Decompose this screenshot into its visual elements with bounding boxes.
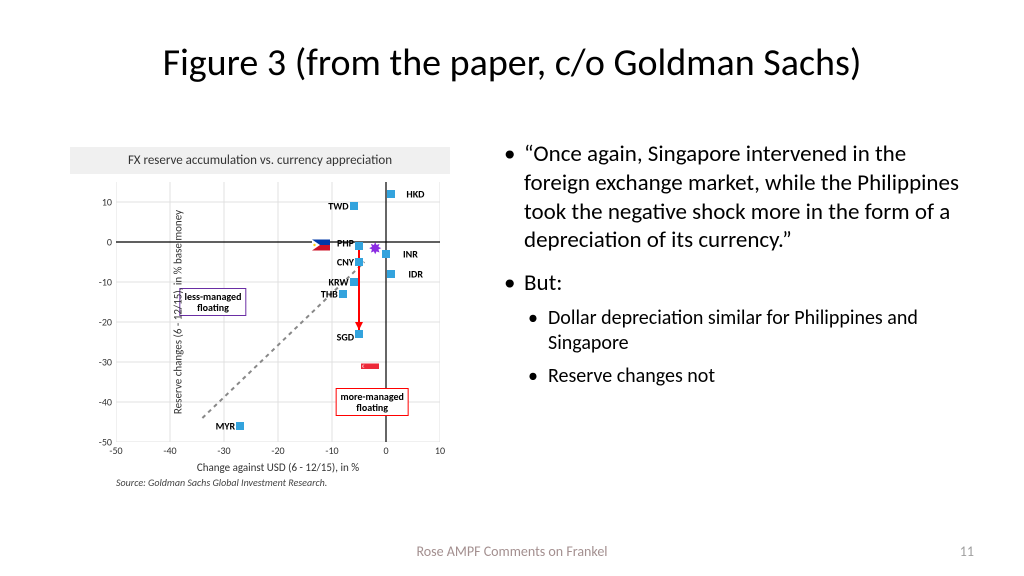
flag-philippines-icon <box>312 237 330 256</box>
flag-singapore-icon <box>361 361 379 380</box>
x-tick-label: -30 <box>217 444 230 457</box>
y-tick-label: 10 <box>102 196 112 209</box>
x-tick-label: -20 <box>271 444 284 457</box>
bullet-item: But: Dollar depreciation similar for Phil… <box>500 269 974 389</box>
y-axis-label: Reserve changes (6 - 12/15), in % base m… <box>172 210 185 414</box>
data-label-myr: MYR <box>216 420 239 433</box>
chart-container: FX reserve accumulation vs. currency app… <box>70 147 450 489</box>
slide-title: Figure 3 (from the paper, c/o Goldman Sa… <box>50 40 974 86</box>
data-point-inr <box>382 250 390 258</box>
content-row: FX reserve accumulation vs. currency app… <box>50 130 974 506</box>
bullet-item: “Once again, Singapore intervened in the… <box>500 140 974 255</box>
sub-bullet-item: Dollar depreciation similar for Philippi… <box>524 306 974 356</box>
footer-text: Rose AMPF Comments on Frankel <box>0 543 1024 560</box>
data-label-hkd: HKD <box>403 188 424 201</box>
data-label-twd: TWD <box>328 200 351 213</box>
y-tick-label: -50 <box>99 436 112 449</box>
data-label-cny: CNY <box>337 256 357 269</box>
data-point-hkd <box>387 190 395 198</box>
sub-bullet-item: Reserve changes not <box>524 364 974 389</box>
bullet-list: “Once again, Singapore intervened in the… <box>500 140 974 389</box>
x-axis-label: Change against USD (6 - 12/15), in % <box>116 461 440 474</box>
y-tick-label: -30 <box>99 356 112 369</box>
x-tick-label: 10 <box>435 444 445 457</box>
chart-plot-area: ✸ -50-40-30-20-10010-50-40-30-20-10010HK… <box>116 182 440 442</box>
text-column: “Once again, Singapore intervened in the… <box>500 130 974 506</box>
sub-bullet-list: Dollar depreciation similar for Philippi… <box>524 306 974 389</box>
bullet-text: “Once again, Singapore intervened in the… <box>524 140 959 254</box>
y-tick-label: 0 <box>107 236 112 249</box>
y-tick-label: -20 <box>99 316 112 329</box>
data-label-sgd: SGD <box>337 331 357 344</box>
chart-annotation: less-managedfloating <box>179 288 246 316</box>
y-tick-label: -40 <box>99 396 112 409</box>
bullet-text: But: <box>524 269 562 297</box>
chart-annotation: more-managedfloating <box>335 388 408 416</box>
y-tick-label: -10 <box>99 276 112 289</box>
x-tick-label: -10 <box>325 444 338 457</box>
data-label-idr: IDR <box>405 268 423 281</box>
x-tick-label: 0 <box>383 444 388 457</box>
chart-title: FX reserve accumulation vs. currency app… <box>70 147 450 174</box>
data-point-idr <box>387 270 395 278</box>
chart-column: FX reserve accumulation vs. currency app… <box>50 130 470 506</box>
page-number: 11 <box>960 543 974 560</box>
data-label-thb: THB <box>321 288 341 301</box>
x-tick-label: -40 <box>163 444 176 457</box>
chart-source: Source: Goldman Sachs Global Investment … <box>116 476 450 489</box>
data-label-php: PHP <box>337 237 357 250</box>
data-label-inr: INR <box>400 248 418 261</box>
